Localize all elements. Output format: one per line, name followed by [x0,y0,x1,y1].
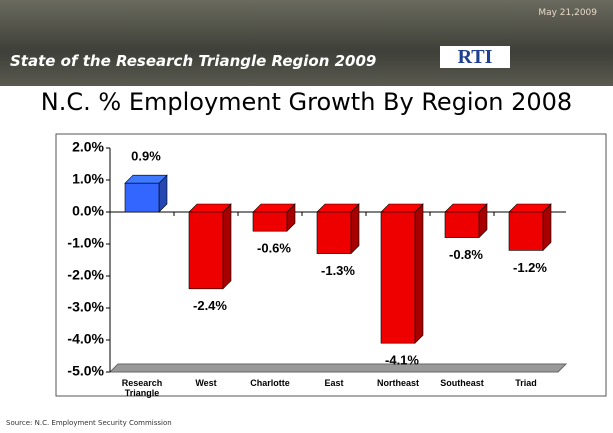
y-tick-label: -2.0% [67,267,104,283]
value-label: -0.8% [449,247,483,262]
bar [316,211,352,254]
value-label: -0.6% [257,241,291,256]
bar [124,182,160,213]
logo: RTI [440,46,510,68]
banner-title: State of the Research Triangle Region 20… [10,52,377,70]
x-tick-label: East [324,378,344,388]
floor [108,363,568,373]
bar-side [222,203,232,290]
bar [188,211,224,290]
bar-side [350,203,360,255]
bar-side [414,203,424,344]
y-tick-label: -4.0% [67,331,104,347]
y-tick-label: -5.0% [67,363,104,379]
value-label: -1.3% [321,263,355,278]
bar [252,211,288,232]
value-label: 0.9% [131,149,161,164]
bar [444,211,480,238]
y-tick-label: -1.0% [67,235,104,251]
date: May 21,2009 [538,8,597,18]
y-tick-label: 2.0% [72,139,104,155]
x-tick-label: Research Triangle [121,378,163,398]
value-label: -4.1% [385,353,419,368]
source: Source: N.C. Employment Security Commiss… [6,419,172,427]
y-tick-label: 0.0% [72,203,104,219]
x-tick-label: Southeast [440,378,484,388]
chart-title: N.C. % Employment Growth By Region 2008 [40,88,573,116]
y-tick-label: -3.0% [67,299,104,315]
value-label: -1.2% [513,260,547,275]
banner: State of the Research Triangle Region 20… [0,0,613,86]
x-tick-label: Northeast [376,378,419,388]
y-tick-label: 1.0% [72,171,104,187]
x-tick-label: Charlotte [250,378,290,388]
x-tick-label: Triad [515,378,537,388]
bar [380,211,416,344]
bar [508,211,544,251]
x-tick-label: West [195,378,217,388]
value-label: -2.4% [193,298,227,313]
